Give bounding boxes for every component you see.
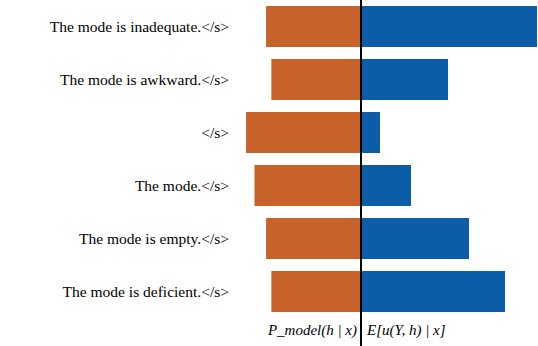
svg-text:The mode is empty.</s>: The mode is empty.</s> bbox=[79, 230, 229, 247]
html-text:E[u(Y, h) | x]: E[u(Y, h) | x] bbox=[367, 322, 446, 338]
html-text:P_model(h | x): P_model(h | x) bbox=[267, 322, 357, 338]
svg-text:The mode.</s>: The mode.</s> bbox=[135, 177, 229, 194]
svg-text:The mode is inadequate.</s>: The mode is inadequate.</s> bbox=[50, 18, 229, 35]
svg-text:</s>: </s> bbox=[201, 124, 229, 141]
svg-text:The mode is deficient.</s>: The mode is deficient.</s> bbox=[63, 283, 229, 300]
svg-text:The mode is awkward.</s>: The mode is awkward.</s> bbox=[60, 71, 229, 88]
